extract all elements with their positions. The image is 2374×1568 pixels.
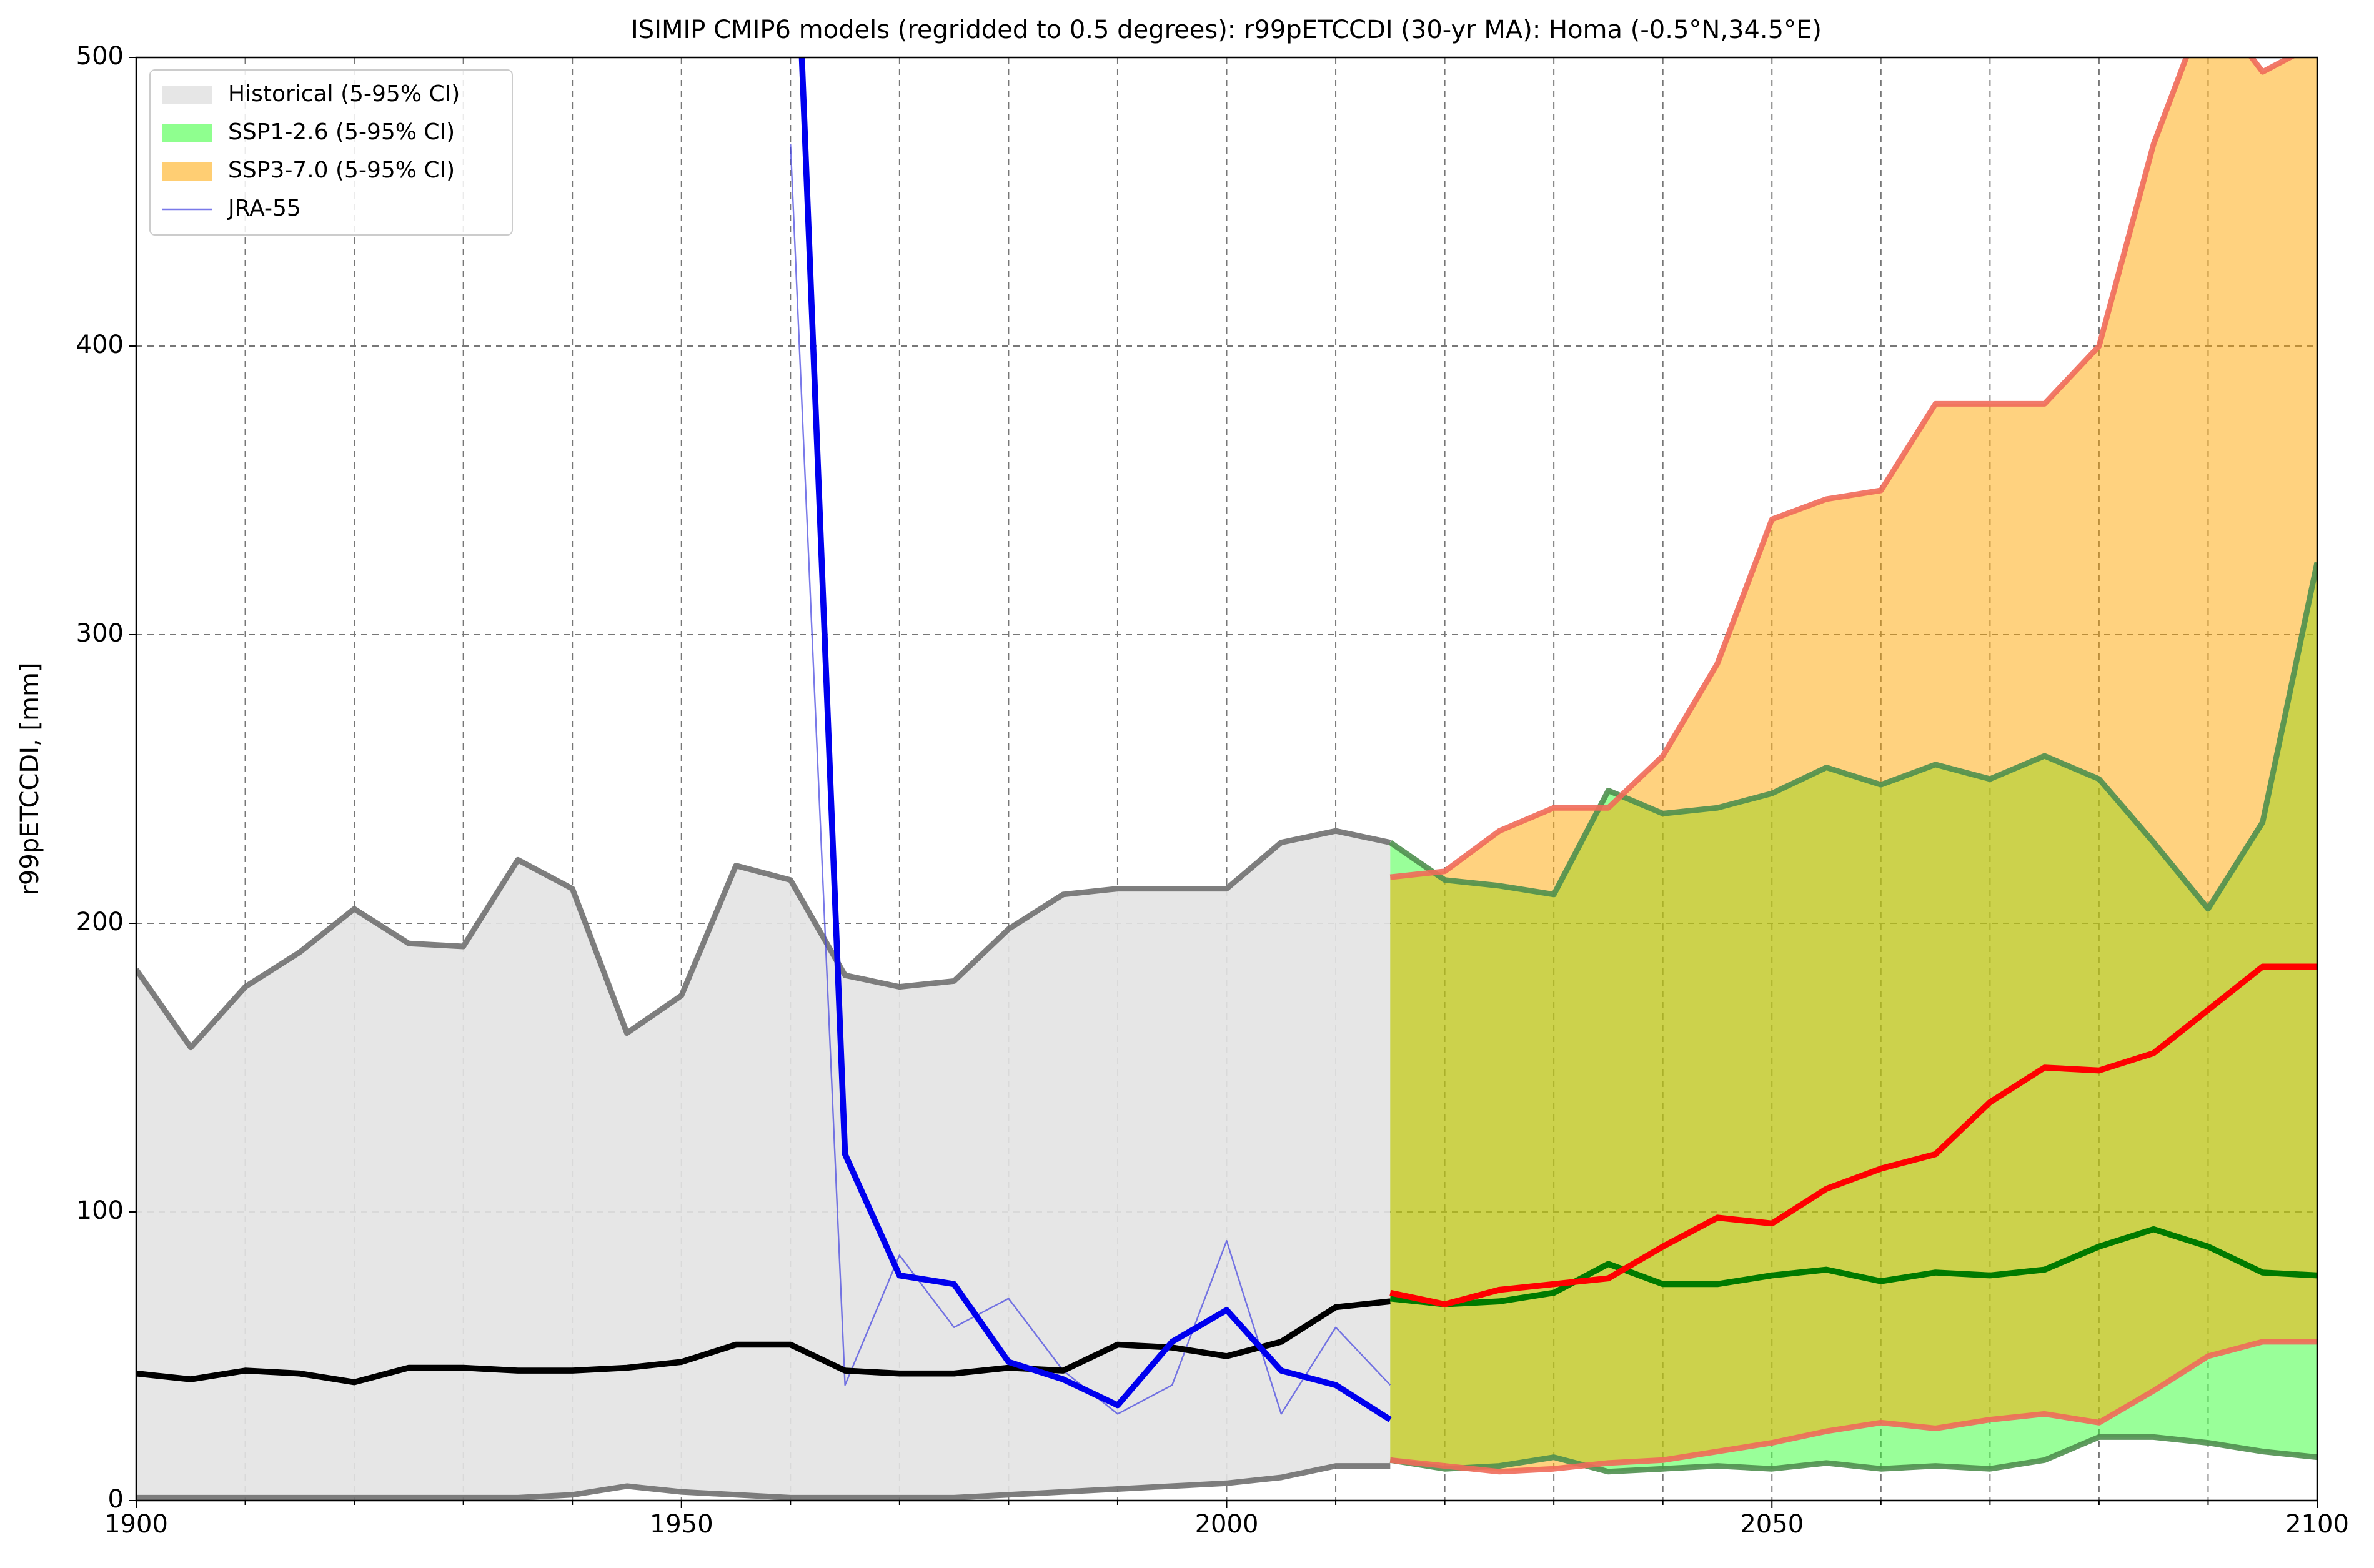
y-tick-label: 300 — [76, 619, 124, 648]
band-edge — [1389, 1434, 2317, 1475]
legend-swatch — [162, 124, 212, 142]
line — [136, 1298, 1391, 1386]
y-tick-label: 400 — [76, 330, 124, 359]
x-tick-label: 1900 — [104, 1510, 168, 1539]
x-tick-label: 1950 — [650, 1510, 713, 1539]
band-edge — [136, 828, 1391, 1051]
band-fill — [1390, 57, 2317, 1472]
band-edge — [136, 1463, 1391, 1501]
legend-swatch — [162, 162, 212, 181]
line — [798, 57, 1392, 1422]
legend-label: Historical (5-95% CI) — [228, 81, 460, 107]
legend-label: SSP3-7.0 (5-95% CI) — [228, 157, 455, 183]
plot-area — [136, 57, 2317, 1501]
x-tick-label: 2000 — [1195, 1510, 1259, 1539]
line — [1389, 1226, 2317, 1307]
legend-label: SSP1-2.6 (5-95% CI) — [228, 119, 455, 145]
y-tick-label: 100 — [76, 1196, 124, 1225]
legend-box — [149, 69, 513, 236]
y-tick-label: 200 — [76, 908, 124, 936]
line — [1389, 963, 2317, 1307]
band-edge — [1388, 562, 2317, 912]
band-edge — [1389, 1339, 2317, 1475]
y-tick-label: 0 — [108, 1485, 124, 1514]
x-tick-label: 2050 — [1740, 1510, 1804, 1539]
y-tick-label: 500 — [76, 42, 124, 71]
band-edge — [1389, 57, 2296, 880]
band-fill — [136, 831, 1391, 1498]
legend-swatch — [162, 86, 212, 104]
x-tick-label: 2100 — [2285, 1510, 2349, 1539]
y-axis-label: r99pETCCDI, [mm] — [16, 662, 44, 895]
plot-frame — [135, 56, 2318, 1502]
legend-label: JRA-55 — [227, 196, 301, 221]
chart-title: ISIMIP CMIP6 models (regridded to 0.5 de… — [631, 16, 1822, 44]
